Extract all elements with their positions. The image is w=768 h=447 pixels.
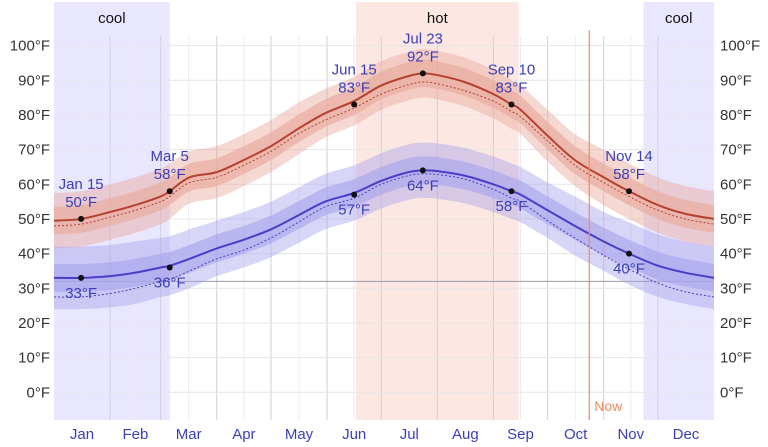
month-label-jul: Jul — [400, 426, 419, 443]
annotation-high: 50°F — [65, 194, 97, 211]
temperature-bands — [54, 49, 714, 310]
point-high-0 — [78, 215, 85, 222]
month-label-nov: Nov — [617, 426, 644, 443]
annotation-points — [78, 70, 633, 281]
band-outer-low — [54, 142, 714, 310]
y-tick-right: 70°F — [720, 142, 752, 159]
annotation-low: 64°F — [407, 177, 439, 194]
y-tick-left: 80°F — [18, 107, 50, 124]
month-label-sep: Sep — [507, 426, 534, 443]
y-tick-right: 0°F — [720, 384, 744, 401]
band-inner-high — [54, 59, 714, 235]
y-tick-left: 20°F — [18, 315, 50, 332]
y-tick-left: 60°F — [18, 176, 50, 193]
y-tick-right: 20°F — [720, 315, 752, 332]
point-low-3 — [419, 167, 426, 174]
y-tick-right: 90°F — [720, 72, 752, 89]
y-tick-right: 100°F — [720, 38, 760, 55]
month-label-jun: Jun — [342, 426, 366, 443]
season-label-cool: cool — [665, 10, 693, 27]
annotation-date: Jun 15 — [332, 62, 377, 79]
annotation-high: 58°F — [154, 166, 186, 183]
annotation-high: 92°F — [407, 48, 439, 65]
point-low-4 — [508, 188, 515, 195]
y-tick-left: 90°F — [18, 72, 50, 89]
annotation-low: 40°F — [613, 261, 645, 278]
point-high-4 — [508, 101, 515, 108]
annotation-low: 33°F — [65, 285, 97, 302]
dotted-line-low — [53, 173, 715, 298]
point-low-2 — [351, 191, 358, 198]
annotation-low: 58°F — [496, 198, 528, 215]
annotation-date: Nov 14 — [605, 148, 653, 165]
now-label: Now — [594, 398, 623, 414]
month-label-aug: Aug — [452, 426, 479, 443]
month-label-mar: Mar — [176, 426, 202, 443]
y-tick-left: 40°F — [18, 246, 50, 263]
month-label-may: May — [285, 426, 314, 443]
y-tick-left: 50°F — [18, 211, 50, 228]
season-label-hot: hot — [427, 10, 449, 27]
month-label-jan: Jan — [70, 426, 94, 443]
month-label-oct: Oct — [564, 426, 588, 443]
annotation-date: Jul 23 — [403, 30, 443, 47]
annotation-high: 58°F — [613, 166, 645, 183]
annotation-high: 83°F — [338, 80, 370, 97]
dotted-line-high — [53, 81, 715, 227]
annotation-low: 36°F — [154, 274, 186, 291]
point-low-1 — [166, 264, 173, 271]
y-tick-left: 10°F — [18, 350, 50, 367]
y-tick-left: 100°F — [10, 38, 50, 55]
month-label-dec: Dec — [673, 426, 700, 443]
y-tick-left: 30°F — [18, 280, 50, 297]
point-high-3 — [419, 70, 426, 77]
annotation-low: 57°F — [338, 202, 370, 219]
annotation-high: 83°F — [496, 80, 528, 97]
band-inner-low — [54, 156, 714, 292]
season-label-cool: cool — [98, 10, 126, 27]
point-high-5 — [626, 188, 633, 195]
y-tick-right: 60°F — [720, 176, 752, 193]
y-tick-left: 0°F — [26, 384, 50, 401]
point-high-2 — [351, 101, 358, 108]
point-low-0 — [78, 274, 85, 281]
y-tick-right: 80°F — [720, 107, 752, 124]
annotation-date: Sep 10 — [488, 62, 536, 79]
y-tick-right: 10°F — [720, 350, 752, 367]
y-tick-right: 50°F — [720, 211, 752, 228]
point-high-1 — [166, 188, 173, 195]
annotation-date: Mar 5 — [151, 148, 189, 165]
labels: cool hot cool Jan Feb Mar Apr May Jun Jul Aug Sep Oc… — [10, 10, 760, 443]
y-tick-left: 70°F — [18, 142, 50, 159]
y-tick-right: 30°F — [720, 280, 752, 297]
point-low-5 — [626, 250, 633, 257]
y-tick-right: 40°F — [720, 246, 752, 263]
annotation-date: Jan 15 — [59, 176, 104, 193]
month-label-apr: Apr — [232, 426, 255, 443]
month-label-feb: Feb — [122, 426, 148, 443]
